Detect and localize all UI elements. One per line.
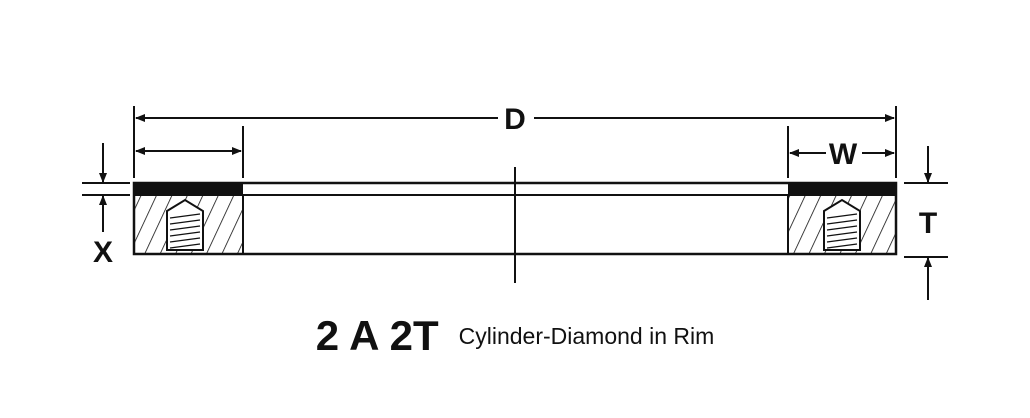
dimension-label-t: T — [919, 207, 937, 240]
product-description: Cylinder-Diamond in Rim — [458, 322, 715, 349]
right-rim-section — [787, 183, 897, 255]
left-rim-section — [133, 183, 244, 255]
dimension-left-rim-width — [135, 126, 244, 178]
dimension-label-w: W — [829, 138, 858, 171]
dimension-label-x: X — [93, 236, 113, 269]
dimension-d: D — [133, 103, 897, 178]
left-bolt-icon — [166, 198, 204, 251]
diagram-caption: 2 A 2T Cylinder-Diamond in Rim — [0, 312, 1030, 360]
dimension-w: W — [787, 126, 895, 178]
dimension-label-d: D — [504, 103, 526, 136]
right-bolt-icon — [823, 198, 861, 251]
dimension-x: X — [82, 143, 130, 269]
wheel-body — [132, 167, 898, 283]
product-code: 2 A 2T — [315, 312, 439, 359]
left-diamond-layer — [134, 183, 243, 195]
right-diamond-layer — [788, 183, 896, 195]
dimension-t: T — [904, 146, 948, 300]
